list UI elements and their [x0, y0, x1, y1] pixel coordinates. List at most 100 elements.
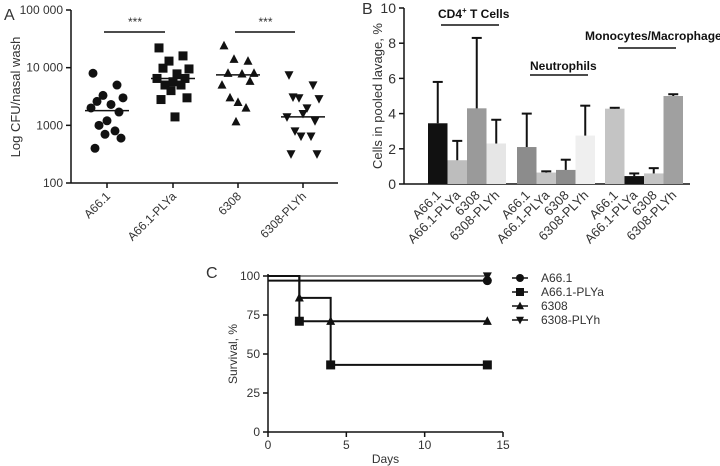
y-axis-label: Survival, %	[226, 324, 240, 384]
panel-label-a: A	[4, 7, 15, 24]
data-point	[184, 64, 194, 74]
significance-label: ***	[258, 15, 272, 29]
bar	[428, 123, 448, 184]
data-point	[237, 68, 247, 78]
group-label-rest: T Cells	[467, 7, 510, 21]
y-tick-label: 2	[388, 141, 396, 157]
data-point	[100, 129, 110, 139]
y-tick-label: 50	[247, 347, 261, 361]
y-tick-label: 100	[240, 269, 260, 283]
legend-label: 6308	[541, 299, 568, 313]
x-tick-label: 15	[496, 438, 510, 452]
legend-marker	[516, 274, 524, 282]
x-tick-label: 10	[418, 438, 432, 452]
y-tick-label: 8	[388, 35, 396, 51]
bar	[663, 96, 683, 184]
data-point	[158, 63, 168, 73]
bar	[644, 173, 664, 184]
data-point	[243, 56, 253, 65]
significance-label: ***	[128, 15, 142, 29]
panel-label-c: C	[206, 265, 218, 282]
data-point	[166, 86, 176, 96]
data-point	[326, 316, 336, 325]
data-point	[326, 360, 336, 370]
y-tick-label: 6	[388, 70, 396, 86]
data-point	[102, 116, 112, 126]
data-point	[302, 104, 312, 113]
data-point	[298, 109, 308, 119]
data-point	[290, 127, 300, 136]
group-label: Neutrophils	[530, 59, 597, 73]
data-point	[245, 76, 255, 85]
data-point	[229, 54, 239, 63]
data-point	[106, 99, 116, 109]
y-tick-label: 1000	[36, 118, 63, 132]
panel-label-b: B	[362, 1, 373, 18]
data-point	[112, 80, 122, 90]
data-point	[241, 103, 251, 112]
panel-a-scatter: 100 1000 10 000 100 000 A66.1 A66.1-PLYa 6308 6…	[8, 3, 338, 244]
legend-marker	[516, 288, 524, 296]
y-tick-label: 75	[247, 308, 261, 322]
bar	[624, 176, 644, 184]
data-point	[176, 80, 186, 90]
y-tick-label: 10	[380, 0, 396, 16]
data-point	[284, 71, 294, 80]
panel-c-survival: 0 25 50 75 100 0 5 10 15 Days Survival, % A66.1A66.…	[226, 269, 604, 466]
data-point	[294, 316, 304, 326]
x-axis-label: Days	[372, 452, 399, 466]
data-point	[306, 132, 316, 142]
data-point	[90, 143, 100, 153]
x-tick-label: 6308	[215, 189, 244, 218]
data-point	[482, 272, 492, 281]
data-point	[294, 292, 304, 302]
data-point	[110, 126, 120, 136]
data-point	[114, 107, 124, 117]
y-tick-label: 4	[388, 106, 396, 122]
y-tick-label: 25	[247, 386, 261, 400]
y-tick-label: 100	[43, 176, 63, 190]
data-point	[154, 43, 164, 53]
data-point	[482, 316, 492, 325]
group-label-text: CD4	[438, 7, 462, 21]
data-point	[288, 93, 298, 102]
data-point	[310, 117, 320, 126]
x-tick-label: 6308-PLYh	[257, 189, 309, 241]
y-tick-label: 0	[388, 176, 396, 192]
x-tick-label: 5	[343, 438, 350, 452]
bar	[556, 169, 576, 184]
data-point	[219, 40, 229, 50]
x-tick-label: 0	[265, 438, 272, 452]
data-point	[164, 56, 174, 66]
data-point	[172, 69, 182, 79]
data-point	[98, 90, 108, 100]
data-point	[286, 150, 296, 159]
data-point	[92, 96, 102, 106]
bar	[536, 172, 556, 184]
data-point	[312, 150, 322, 159]
y-tick-label: 0	[253, 425, 260, 439]
data-point	[118, 93, 128, 103]
data-point	[168, 77, 178, 87]
data-point	[170, 112, 180, 122]
data-point	[217, 80, 227, 89]
data-point	[88, 68, 98, 78]
group-label-text: Monocytes/Macrophages	[585, 29, 720, 43]
data-point	[182, 93, 192, 103]
legend-label: 6308-PLYh	[541, 313, 600, 327]
data-point	[116, 133, 126, 143]
group-label-superscript: +	[462, 6, 467, 15]
x-tick-label: A66.1-PLYa	[125, 189, 180, 244]
y-axis-label: Cells in pooled lavage, %	[370, 23, 385, 169]
data-point	[233, 97, 243, 106]
legend-marker	[516, 301, 524, 310]
bar	[575, 135, 595, 184]
group-label-text: Neutrophils	[530, 59, 597, 73]
bar	[486, 143, 506, 184]
legend-label: A66.1-PLYa	[541, 285, 604, 299]
bar	[517, 147, 537, 184]
y-tick-label: 100 000	[20, 3, 64, 17]
bar	[447, 160, 467, 184]
bar	[467, 108, 487, 184]
